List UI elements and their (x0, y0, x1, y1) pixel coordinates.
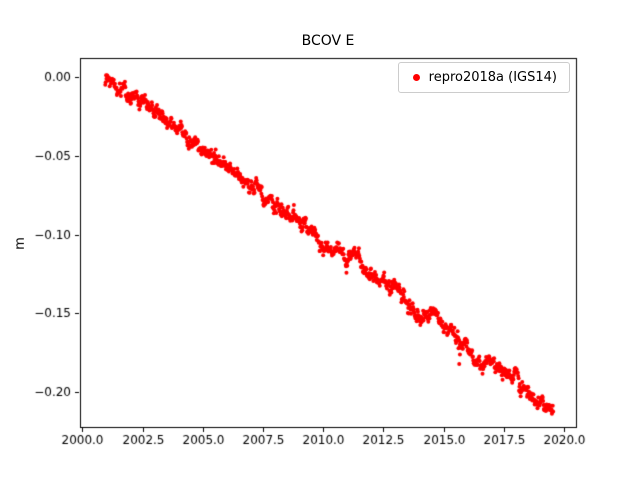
chart-title: BCOV E (301, 33, 355, 49)
legend-marker-dot (412, 74, 420, 81)
legend-label: repro2018a (IGS14) (428, 70, 557, 85)
y-axis-label: m (12, 237, 28, 250)
legend: repro2018a (IGS14) (397, 62, 570, 93)
